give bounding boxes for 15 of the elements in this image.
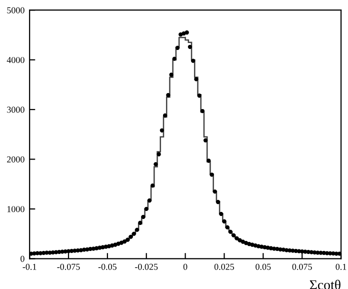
y-tick-label: 1000 xyxy=(7,206,24,212)
y-tick-label: 0 xyxy=(20,256,24,262)
y-tick-label: 3000 xyxy=(7,106,24,113)
x-tick-label: -0.05 xyxy=(98,264,116,270)
y-tick-label: 5000 xyxy=(7,7,24,14)
x-tick-label: -0.075 xyxy=(57,264,80,270)
x-tick-label: 0.025 xyxy=(214,264,234,270)
x-tick-label: -0.025 xyxy=(135,264,158,270)
y-tick-label: 4000 xyxy=(6,56,24,64)
x-tick-label: 0.1 xyxy=(336,264,346,270)
x-tick-label: -0.1 xyxy=(22,264,36,270)
x-tick-label: 0 xyxy=(183,264,188,270)
y-tick-label: 2000 xyxy=(7,156,24,162)
x-tick-label: 0.05 xyxy=(256,264,271,270)
x-tick-label: 0.075 xyxy=(292,264,312,270)
